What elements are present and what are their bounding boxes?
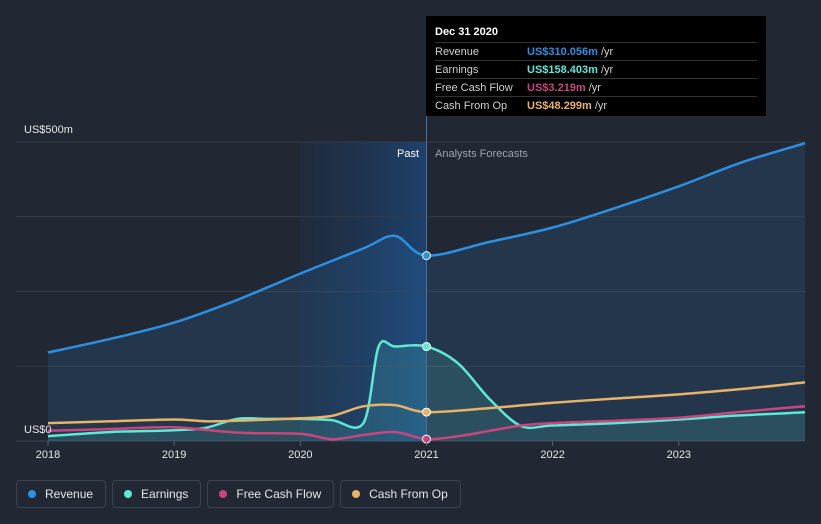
legend-item-earnings[interactable]: Earnings: [112, 480, 202, 508]
legend-item-revenue[interactable]: Revenue: [16, 480, 107, 508]
x-axis-ticks: 2018 2019 2020 2021 2022 2023: [36, 441, 691, 461]
tooltip-row-earnings: Earnings US$158.403m /yr: [435, 60, 757, 78]
legend-item-cash-from-op[interactable]: Cash From Op: [340, 480, 461, 508]
tooltip-row-cash-from-op: Cash From Op US$48.299m /yr: [435, 96, 757, 114]
legend-dot-icon: [219, 490, 228, 498]
past-label: Past: [397, 148, 419, 160]
legend-label: Cash From Op: [369, 487, 448, 501]
x-tick-label: 2021: [414, 449, 438, 461]
marker-revenue: [422, 251, 431, 261]
x-tick-label: 2018: [36, 449, 60, 461]
line-revenue: [47, 142, 806, 354]
tooltip-row-name: Free Cash Flow: [435, 81, 513, 94]
legend-label: Earnings: [141, 487, 189, 501]
tooltip-row-name: Cash From Op: [435, 99, 508, 112]
tooltip: Dec 31 2020 Revenue US$310.056m /yr Earn…: [426, 16, 766, 116]
tooltip-row-name: Revenue: [435, 45, 480, 58]
legend-label: Revenue: [45, 487, 94, 501]
tooltip-row-revenue: Revenue US$310.056m /yr: [435, 42, 757, 60]
legend-dot-icon: [28, 490, 36, 498]
tooltip-date: Dec 31 2020: [435, 26, 498, 38]
x-tick-label: 2019: [162, 449, 186, 461]
tooltip-row-value: US$3.219m: [527, 81, 586, 94]
legend: Revenue Earnings Free Cash Flow Cash Fro…: [16, 480, 461, 508]
x-tick-label: 2022: [540, 449, 564, 461]
tooltip-row-value: US$158.403m: [527, 63, 598, 76]
tooltip-row-value: US$310.056m: [527, 45, 598, 58]
tooltip-row-unit: /yr: [588, 81, 601, 94]
hover-markers: [422, 251, 431, 444]
legend-dot-icon: [352, 490, 361, 498]
x-tick-label: 2023: [667, 449, 691, 461]
legend-item-free-cash-flow[interactable]: Free Cash Flow: [207, 480, 335, 508]
tooltip-row-free-cash-flow: Free Cash Flow US$3.219m /yr: [435, 78, 757, 96]
line-earnings: [47, 339, 806, 438]
y-axis-min-label: US$0: [24, 424, 52, 436]
legend-label: Free Cash Flow: [236, 487, 322, 501]
tooltip-row-unit: /yr: [600, 45, 614, 58]
line-cash-from-op: [47, 381, 806, 425]
tooltip-row-value: US$48.299m: [527, 99, 592, 112]
y-axis-max-label: US$500m: [24, 124, 73, 136]
forecast-label: Analysts Forecasts: [435, 148, 528, 160]
marker-cash-from-op: [422, 407, 431, 417]
gridlines: [16, 141, 805, 442]
marker-earnings: [422, 342, 431, 352]
tooltip-row-unit: /yr: [600, 63, 614, 76]
tooltip-row-name: Earnings: [435, 63, 479, 76]
series-lines: [47, 142, 806, 441]
legend-dot-icon: [124, 490, 133, 498]
x-tick-label: 2020: [288, 449, 312, 461]
tooltip-row-unit: /yr: [594, 99, 608, 112]
